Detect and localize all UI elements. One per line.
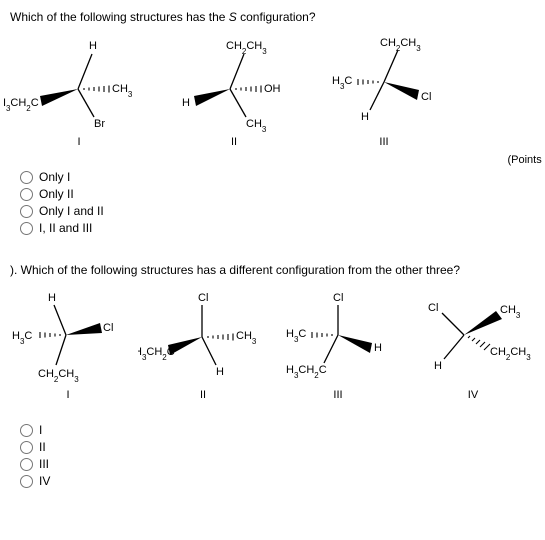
q2s1-right: Cl <box>103 322 113 334</box>
q1-struct-1: H CH3 H3CH2C Br I <box>4 34 154 148</box>
q2-struct-1-svg: H Cl H3C CH2CH3 <box>8 287 128 387</box>
q2-radio-2[interactable] <box>20 441 33 454</box>
q2-option-2[interactable]: II <box>20 440 545 454</box>
q1-prompt-em: S <box>229 10 237 24</box>
q1s2-right: OH <box>264 83 281 95</box>
q2s2-bottom: H <box>216 366 224 378</box>
q2-struct-4-numeral: IV <box>468 389 478 401</box>
q2s1-bottom: CH2CH3 <box>38 368 79 384</box>
q1s1-bottom: Br <box>94 118 105 130</box>
q2-struct-1: H Cl H3C CH2CH3 I <box>8 287 128 401</box>
q1-option-1-label: Only I <box>39 170 70 184</box>
q1-prompt-pre: Which of the following structures has th… <box>10 10 229 24</box>
q2-radio-4[interactable] <box>20 475 33 488</box>
q2-prompt-main: Which of the following structures has a … <box>21 263 460 277</box>
q1-struct-3-numeral: III <box>379 136 388 148</box>
q1-option-3[interactable]: Only I and II <box>20 204 545 218</box>
q2-struct-2-svg: Cl CH3 H3CH2C H <box>138 287 268 387</box>
q1s1-top: H <box>89 40 97 52</box>
q2-option-2-label: II <box>39 440 46 454</box>
q2-struct-2-numeral: II <box>200 389 206 401</box>
q2s4-tl: Cl <box>428 302 438 314</box>
q2s3-left: H3C <box>286 328 306 344</box>
q1-points: (Points : 4 <box>507 154 545 166</box>
q1-option-4[interactable]: I, II and III <box>20 221 545 235</box>
q2s2-top: Cl <box>198 292 208 304</box>
q2s3-top: Cl <box>333 292 343 304</box>
q2-struct-3: Cl H H3C H3CH2C III <box>278 287 398 401</box>
q2-radio-3[interactable] <box>20 458 33 471</box>
q1-option-3-label: Only I and II <box>39 204 104 218</box>
q1-struct-2-numeral: II <box>231 136 237 148</box>
q2s3-right: H <box>374 342 382 354</box>
q2-option-4-label: IV <box>39 474 50 488</box>
q2s2-left: H3CH2C <box>138 346 175 362</box>
q1s3-left: H3C <box>332 75 352 91</box>
question-2-prompt: ). Which of the following structures has… <box>10 263 545 277</box>
q1-structures-row: H CH3 H3CH2C Br I CH2 <box>10 34 545 148</box>
q2-radio-1[interactable] <box>20 424 33 437</box>
q1-option-4-label: I, II and III <box>39 221 92 235</box>
q1s3-bl: H <box>361 111 369 123</box>
q2s4-bl: H <box>434 360 442 372</box>
q1-radio-3[interactable] <box>20 205 33 218</box>
q1s2-bottom: CH3 <box>246 118 267 134</box>
q1s1-right: CH3 <box>112 83 133 99</box>
q2-options: I II III IV <box>20 423 545 488</box>
q2-option-3-label: III <box>39 457 49 471</box>
question-2: ). Which of the following structures has… <box>10 263 545 488</box>
q1-struct-1-numeral: I <box>77 136 80 148</box>
q2-struct-1-numeral: I <box>66 389 69 401</box>
q2-structures-row: H Cl H3C CH2CH3 I Cl <box>10 287 545 401</box>
q2s4-br: CH2CH3 <box>490 346 531 362</box>
q1-option-2-label: Only II <box>39 187 74 201</box>
q1-struct-1-svg: H CH3 H3CH2C Br <box>4 34 154 134</box>
q2-struct-4-svg: Cl CH3 CH2CH3 H <box>408 287 538 387</box>
q2s1-top: H <box>48 292 56 304</box>
q2-option-3[interactable]: III <box>20 457 545 471</box>
q2s4-tr: CH3 <box>500 304 521 320</box>
q1s2-top: CH2CH3 <box>226 40 267 56</box>
q2-option-1[interactable]: I <box>20 423 545 437</box>
q2-struct-3-numeral: III <box>333 389 342 401</box>
q1-struct-2: CH2CH3 OH H CH3 II <box>164 34 304 148</box>
q1s2-left: H <box>182 97 190 109</box>
q1-prompt-post: configuration? <box>237 10 316 24</box>
q2-struct-2: Cl CH3 H3CH2C H II <box>138 287 268 401</box>
q1-struct-3: CH2CH3 H3C Cl H III <box>314 34 454 148</box>
q1-struct-2-svg: CH2CH3 OH H CH3 <box>164 34 304 134</box>
q1-struct-3-svg: CH2CH3 H3C Cl H <box>314 34 454 134</box>
q1-option-1[interactable]: Only I <box>20 170 545 184</box>
q2-struct-3-svg: Cl H H3C H3CH2C <box>278 287 398 387</box>
q1-options: Only I Only II Only I and II I, II and I… <box>20 170 545 235</box>
q1-radio-4[interactable] <box>20 222 33 235</box>
q1s1-left: H3CH2C <box>4 97 39 113</box>
q2s1-left: H3C <box>12 330 32 346</box>
q2-struct-4: Cl CH3 CH2CH3 H IV <box>408 287 538 401</box>
q2s3-bottom: H3CH2C <box>286 364 327 380</box>
q2-option-1-label: I <box>39 423 42 437</box>
q1s3-top: CH2CH3 <box>380 37 421 53</box>
q2s2-right: CH3 <box>236 330 257 346</box>
q1-radio-1[interactable] <box>20 171 33 184</box>
q2-option-4[interactable]: IV <box>20 474 545 488</box>
q1s3-right: Cl <box>421 91 431 103</box>
question-1-prompt: Which of the following structures has th… <box>10 10 545 24</box>
question-1: Which of the following structures has th… <box>10 10 545 235</box>
q2-prompt-pre: ). <box>10 263 21 277</box>
q1-radio-2[interactable] <box>20 188 33 201</box>
q1-option-2[interactable]: Only II <box>20 187 545 201</box>
